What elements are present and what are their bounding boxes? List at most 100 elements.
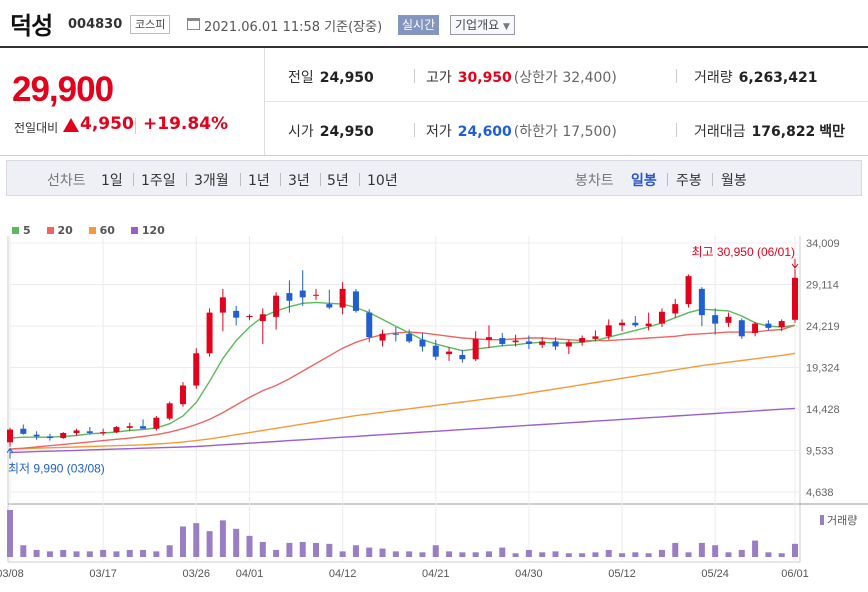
candle-body — [7, 429, 13, 443]
volume-bar — [259, 541, 266, 557]
candle-body — [286, 293, 293, 301]
candle-body — [339, 288, 346, 308]
toolbar-divider — [133, 173, 134, 186]
x-tick-label: 04/12 — [329, 568, 357, 580]
candle-body — [552, 341, 559, 347]
volume-bar — [379, 548, 386, 557]
legend-ma20[interactable]: 20 — [46, 224, 73, 237]
amount-value: 176,822 — [751, 124, 816, 140]
volume-bar — [406, 551, 413, 557]
volume-bar — [33, 549, 40, 557]
legend-swatch-ma5 — [12, 227, 19, 234]
volume-bar — [419, 552, 426, 557]
volume-bar — [366, 547, 373, 557]
legend-ma120[interactable]: 120 — [130, 224, 165, 237]
volume-bar — [619, 553, 626, 557]
change-label: 전일대비 — [14, 121, 59, 135]
prev-close-label: 전일 — [288, 70, 314, 86]
volume-bar — [113, 551, 120, 557]
volume-bar — [765, 552, 772, 557]
volume-bar — [60, 549, 67, 557]
high-price: 고가 30,950 (상한가 32,400) — [426, 67, 617, 87]
volume-bar — [525, 549, 532, 557]
volume: 거래량 6,263,421 — [694, 67, 817, 87]
volume-bar — [86, 551, 93, 557]
candle-body — [313, 294, 320, 296]
toolbar-divider — [712, 173, 713, 186]
open-value: 24,950 — [319, 124, 374, 140]
volume-bar — [219, 520, 226, 557]
toolbar-divider — [186, 173, 187, 186]
volume-bar — [552, 551, 559, 557]
volume-legend-swatch — [820, 515, 824, 525]
candle-body — [60, 432, 67, 439]
volume-bar — [339, 551, 346, 557]
candle-body — [219, 297, 226, 313]
volume-bar — [100, 549, 107, 557]
volume-bar — [738, 549, 745, 557]
high-label: 고가 — [426, 70, 452, 86]
volume-bar — [73, 551, 80, 557]
candle-body — [206, 312, 213, 354]
candlestick-chart[interactable]: 34,009 29,114 24,219 19,324 14,428 9,533 4,638… — [0, 215, 868, 592]
candle-daily[interactable]: 일봉 — [631, 173, 657, 189]
volume-bar — [446, 551, 453, 557]
volume-bar — [685, 552, 692, 557]
candle-body — [352, 291, 359, 311]
period-3m[interactable]: 3개월 — [194, 173, 229, 189]
volume-bar — [140, 549, 147, 557]
realtime-button[interactable]: 실시간 — [398, 15, 440, 35]
stock-code: 004830 — [68, 17, 123, 32]
candle-body — [592, 336, 599, 339]
volume-bar — [579, 553, 586, 557]
volume-bar — [485, 551, 492, 557]
candle-weekly[interactable]: 주봉 — [676, 173, 702, 189]
candle-body — [698, 288, 705, 316]
candle-body — [685, 276, 692, 305]
period-10y[interactable]: 10년 — [367, 173, 398, 189]
legend-ma5[interactable]: 5 — [12, 224, 31, 237]
volume-bar — [698, 542, 705, 557]
candle-body — [446, 351, 453, 355]
candle-body — [712, 315, 719, 324]
candle-body — [233, 310, 240, 318]
volume-bar — [645, 553, 652, 557]
high-value: 30,950 — [457, 70, 512, 86]
volume-bar — [658, 549, 665, 557]
current-price: 29,900 — [12, 70, 114, 109]
period-1d[interactable]: 1일 — [101, 173, 123, 189]
datetime-basis: 기준(장중) — [324, 20, 383, 35]
candle-body — [658, 311, 665, 324]
candle-body — [579, 338, 586, 343]
candle-body — [73, 430, 80, 433]
y-tick-label: 14,428 — [806, 404, 840, 416]
low-annotation: 최저 9,990 (03/08) — [8, 462, 105, 476]
x-tick-label: 03/08 — [0, 568, 24, 580]
period-1w[interactable]: 1주일 — [141, 173, 176, 189]
candle-body — [632, 322, 639, 326]
x-tick-label: 03/26 — [183, 568, 211, 580]
legend-ma60[interactable]: 60 — [88, 224, 115, 237]
company-overview-button[interactable]: 기업개요 ▼ — [450, 15, 515, 35]
toolbar-divider — [240, 173, 241, 186]
volume-bar — [46, 551, 53, 557]
x-tick-label: 04/01 — [236, 568, 264, 580]
toolbar-divider — [359, 173, 360, 186]
volume-bar — [539, 552, 546, 557]
candle-monthly[interactable]: 월봉 — [721, 173, 747, 189]
header-divider — [0, 46, 868, 48]
candle-body — [100, 432, 107, 434]
period-3y[interactable]: 3년 — [288, 173, 310, 189]
candle-body — [126, 426, 133, 428]
candle-body — [565, 342, 572, 347]
period-5y[interactable]: 5년 — [327, 173, 349, 189]
volume-bar — [166, 545, 173, 557]
volume-bar — [499, 547, 506, 557]
candle-body — [525, 341, 532, 344]
x-tick-label: 06/01 — [781, 568, 809, 580]
period-1y[interactable]: 1년 — [248, 173, 270, 189]
stock-name: 덕성 — [10, 12, 53, 40]
volume-legend-label: 거래량 — [827, 514, 857, 527]
candle-body — [432, 345, 439, 357]
volume-bar — [712, 545, 719, 557]
